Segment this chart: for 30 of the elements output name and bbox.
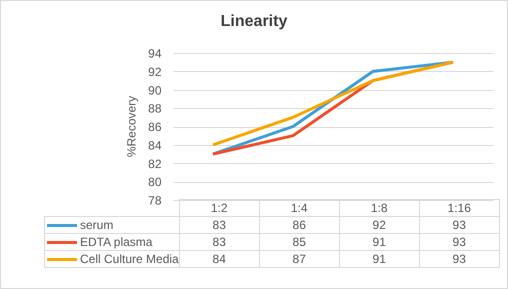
data-label: 85 [259,234,340,250]
data-label: 83 [179,216,260,234]
data-label: 84 [179,250,260,268]
data-label: 86 [259,216,340,234]
data-label: 91 [339,250,420,268]
x-tick-label: 1:8 [339,200,420,216]
y-tick-label: 86 [148,120,162,134]
y-tick-label: 80 [148,175,162,190]
data-label: 87 [259,250,340,268]
legend-label: Cell Culture Media [44,250,180,268]
legend-label: serum [44,216,180,234]
y-tick-label: 82 [148,156,162,171]
data-label: 91 [339,234,420,250]
y-tick-label: 90 [148,83,162,98]
y-tick-label: 84 [148,138,162,152]
x-tick-label: 1:4 [259,200,340,216]
data-label: 93 [419,250,500,268]
data-label: 93 [419,216,500,234]
data-label: 93 [419,234,500,250]
y-axis-title: %Recovery [124,96,138,158]
x-tick-label: 1:16 [419,200,500,216]
y-tick-label: 88 [148,102,162,116]
chart-title: Linearity [220,13,288,31]
y-tick-label: 78 [148,194,162,208]
x-tick-label: 1:2 [179,200,260,216]
legend-label: EDTA plasma [44,234,180,250]
data-label: 83 [179,234,260,250]
data-label: 92 [339,216,420,234]
y-tick-label: 92 [148,64,162,79]
y-tick-label: 94 [148,46,162,60]
